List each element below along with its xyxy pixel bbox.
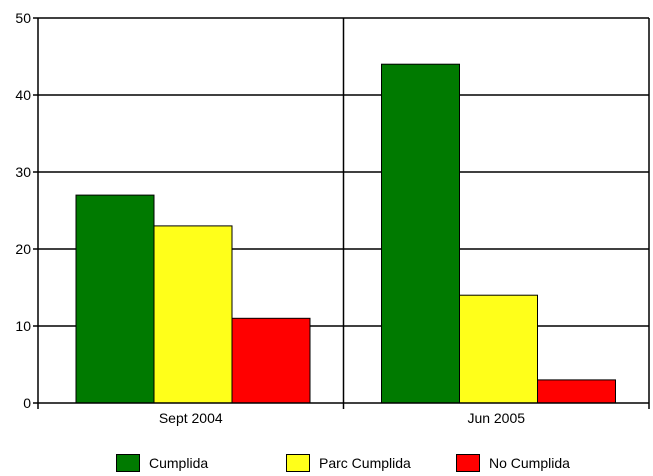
bar-no-cumplida-2 xyxy=(537,379,616,404)
legend-item-parc-cumplida: Parc Cumplida xyxy=(286,452,411,474)
y-tick-label-0: 0 xyxy=(23,395,31,411)
y-tick-label-30: 30 xyxy=(15,164,31,180)
legend-item-no-cumplida: No Cumplida xyxy=(456,452,570,474)
legend: Cumplida Parc Cumplida No Cumplida xyxy=(0,452,653,476)
y-tick-label-10: 10 xyxy=(15,318,31,334)
axes xyxy=(33,17,650,409)
bar-cumplida-1 xyxy=(75,194,155,404)
legend-label-parc-cumplida: Parc Cumplida xyxy=(319,455,411,471)
legend-item-cumplida: Cumplida xyxy=(116,452,208,474)
y-tick-label-50: 50 xyxy=(15,10,31,26)
legend-swatch-parc-cumplida xyxy=(286,454,310,472)
axis-labels: 0 10 20 30 40 50 Sept 2004 Jun 2005 xyxy=(15,10,525,426)
legend-swatch-no-cumplida xyxy=(456,454,480,472)
legend-swatch-cumplida xyxy=(116,454,140,472)
legend-label-cumplida: Cumplida xyxy=(149,455,209,471)
bar-parc-cumplida-2 xyxy=(459,294,538,404)
y-tick-label-20: 20 xyxy=(15,241,31,257)
legend-label-no-cumplida: No Cumplida xyxy=(489,455,570,471)
bar-cumplida-2 xyxy=(381,63,460,404)
bars xyxy=(75,63,616,404)
bar-no-cumplida-1 xyxy=(231,317,311,404)
x-category-label-2: Jun 2005 xyxy=(467,410,525,426)
y-tick-label-40: 40 xyxy=(15,87,31,103)
bar-parc-cumplida-1 xyxy=(153,225,233,404)
x-category-label-1: Sept 2004 xyxy=(159,410,223,426)
bar-chart: 0 10 20 30 40 50 Sept 2004 Jun 2005 xyxy=(15,10,650,426)
